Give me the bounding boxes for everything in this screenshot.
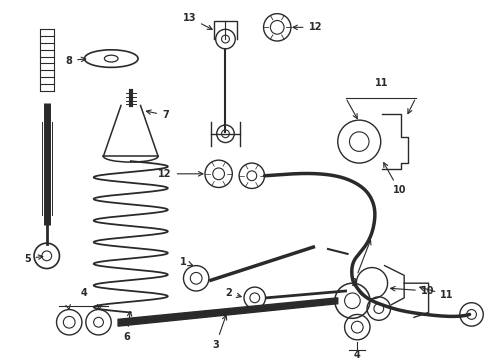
Text: 5: 5 [24,254,43,264]
Text: 11: 11 [420,286,454,300]
Text: 3: 3 [212,315,227,350]
Text: 1: 1 [180,257,193,267]
Text: 10: 10 [384,163,406,195]
Text: 7: 7 [147,110,169,120]
Text: 10: 10 [391,286,434,296]
Text: 9: 9 [350,240,371,288]
Text: 13: 13 [183,13,212,30]
Text: 11: 11 [375,78,389,88]
Text: 2: 2 [225,288,241,298]
Text: 8: 8 [65,55,86,66]
Text: 4: 4 [354,350,361,360]
Text: 4: 4 [80,288,87,298]
Text: 12: 12 [158,169,203,179]
Text: 12: 12 [293,22,322,32]
Text: 6: 6 [123,312,132,342]
Polygon shape [118,298,338,326]
